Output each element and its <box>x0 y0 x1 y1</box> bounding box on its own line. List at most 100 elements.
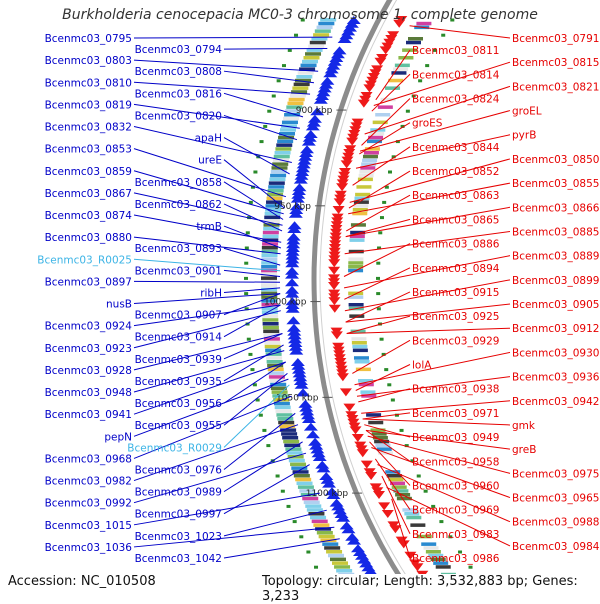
reverse-label-connector <box>361 400 511 414</box>
feature-mark <box>255 398 260 402</box>
reverse-label-connector <box>345 206 511 238</box>
feature-mark <box>394 413 399 417</box>
forward-gene-arrow <box>313 95 328 104</box>
function-tile <box>269 177 286 182</box>
forward-gene-arrow <box>292 369 307 378</box>
function-tile <box>284 113 301 117</box>
feature-mark <box>382 200 387 204</box>
reverse-gene-arrow <box>333 198 346 207</box>
forward-gene-arrow <box>307 114 322 123</box>
function-tile <box>281 120 298 125</box>
forward-gene-label: Bcenmc03_0880 <box>45 232 132 244</box>
function-tile <box>290 462 307 467</box>
forward-gene-arrow <box>320 76 335 85</box>
forward-label-connector <box>223 92 304 118</box>
feature-mark <box>306 550 311 554</box>
function-tile <box>354 360 370 364</box>
reverse-gene-label: Bcenmc03_0863 <box>412 190 499 202</box>
forward-gene-label: pepN <box>104 431 132 443</box>
function-tile <box>366 413 382 417</box>
function-tile <box>425 550 441 554</box>
feature-mark <box>314 565 319 569</box>
reverse-label-connector <box>352 146 411 186</box>
function-tile <box>433 561 449 565</box>
forward-label-connector <box>223 247 281 266</box>
function-tile <box>361 394 377 398</box>
function-tile <box>408 37 424 41</box>
forward-gene-label: Bcenmc03_0923 <box>45 343 132 355</box>
reverse-label-connector <box>356 376 511 397</box>
function-tile <box>265 352 282 356</box>
feature-mark <box>244 276 249 280</box>
feature-mark <box>248 352 253 356</box>
feature-mark <box>280 489 285 493</box>
forward-gene-label: Bcenmc03_0820 <box>135 110 222 122</box>
function-tile <box>286 105 303 109</box>
forward-gene-arrow <box>286 232 301 241</box>
reverse-label-connector <box>373 61 511 106</box>
forward-gene-arrow <box>285 304 300 313</box>
forward-gene-arrow <box>299 149 314 157</box>
forward-gene-arrow <box>297 156 312 165</box>
reverse-label-connector <box>365 429 511 450</box>
feature-mark <box>384 368 389 372</box>
forward-label-connector <box>133 103 300 129</box>
forward-label-connector <box>133 492 320 526</box>
function-tile <box>391 485 407 489</box>
forward-gene-arrow <box>341 525 356 534</box>
forward-gene-label: Bcenmc03_R0029 <box>127 442 222 454</box>
reverse-gene-arrow <box>379 46 392 55</box>
forward-gene-label: Bcenmc03_0901 <box>135 265 222 277</box>
function-tile <box>332 561 349 565</box>
function-tile <box>352 211 368 216</box>
forward-gene-arrow <box>306 118 321 127</box>
function-tile <box>302 496 319 501</box>
forward-gene-arrow <box>303 130 318 138</box>
function-tile <box>359 170 375 174</box>
feature-mark <box>379 216 384 220</box>
forward-gene-label: Bcenmc03_0819 <box>45 99 132 111</box>
forward-gene-label: Bcenmc03_0874 <box>45 210 133 222</box>
feature-mark <box>286 504 291 508</box>
forward-label-connector <box>223 225 282 249</box>
reverse-gene-arrow <box>330 331 343 340</box>
function-tile <box>402 508 418 512</box>
function-tile <box>265 348 282 353</box>
function-tile <box>371 432 387 436</box>
forward-label-connector <box>223 344 284 382</box>
forward-gene-label: ribH <box>200 287 222 299</box>
reverse-label-connector <box>355 134 511 169</box>
reverse-gene-label: Bcenmc03_0885 <box>512 226 599 238</box>
forward-gene-arrow <box>315 460 330 469</box>
reverse-gene-label: Bcenmc03_0824 <box>412 93 500 105</box>
function-tile <box>261 306 278 311</box>
gene-labels: Bcenmc03_0795Bcenmc03_0794Bcenmc03_0803B… <box>37 33 599 565</box>
forward-gene-arrow <box>288 335 303 344</box>
forward-gene-label: Bcenmc03_0968 <box>45 453 132 465</box>
function-tile <box>355 192 371 197</box>
forward-label-connector <box>223 137 290 175</box>
function-tile <box>261 261 278 265</box>
reverse-gene-label: Bcenmc03_0811 <box>412 45 499 57</box>
forward-gene-label: Bcenmc03_0928 <box>45 365 132 377</box>
forward-label-connector <box>133 59 319 72</box>
forward-gene-arrow <box>285 289 300 298</box>
forward-gene-label: nusB <box>106 299 132 311</box>
reverse-gene-label: Bcenmc03_0905 <box>512 299 599 311</box>
reverse-gene-arrow <box>397 540 410 549</box>
function-tile <box>293 474 310 478</box>
forward-gene-arrow <box>303 422 318 431</box>
feature-mark <box>399 428 404 432</box>
feature-mark <box>411 94 416 98</box>
forward-label-connector <box>133 526 335 548</box>
function-tile <box>398 56 414 60</box>
function-tile <box>275 409 292 413</box>
function-tile <box>279 128 296 132</box>
forward-gene-label: trmB <box>196 221 222 233</box>
forward-gene-arrow <box>286 236 301 245</box>
function-tile <box>316 25 333 30</box>
forward-label-connector <box>223 538 340 559</box>
feature-mark <box>391 155 396 159</box>
reverse-label-connector <box>364 85 511 135</box>
feature-mark <box>267 109 272 113</box>
